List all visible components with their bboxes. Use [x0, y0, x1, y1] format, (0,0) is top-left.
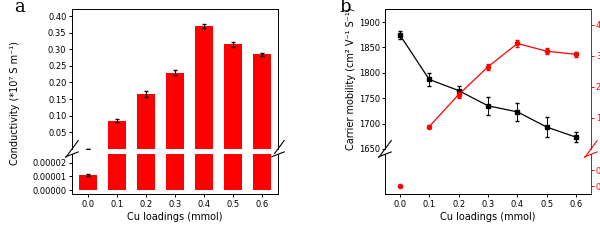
Bar: [194, 0, 214, 190]
Bar: [166, 73, 184, 149]
Y-axis label: Carrier mobility (cm² V⁻¹ S⁻¹): Carrier mobility (cm² V⁻¹ S⁻¹): [346, 8, 356, 150]
Bar: [194, 26, 214, 149]
Bar: [224, 0, 242, 190]
Bar: [253, 54, 271, 149]
X-axis label: Cu loadings (mmol): Cu loadings (mmol): [440, 212, 536, 222]
Bar: [224, 44, 242, 149]
Bar: [137, 94, 155, 149]
Bar: [137, 0, 155, 190]
X-axis label: Cu loadings (mmol): Cu loadings (mmol): [127, 212, 223, 222]
Bar: [107, 0, 127, 190]
Text: b: b: [340, 0, 351, 16]
Text: Conductivity (*10⁷ S m⁻¹): Conductivity (*10⁷ S m⁻¹): [10, 41, 20, 165]
Bar: [107, 121, 127, 149]
Text: a: a: [14, 0, 25, 16]
Bar: [253, 0, 271, 190]
Bar: [79, 175, 97, 190]
Bar: [166, 0, 184, 190]
